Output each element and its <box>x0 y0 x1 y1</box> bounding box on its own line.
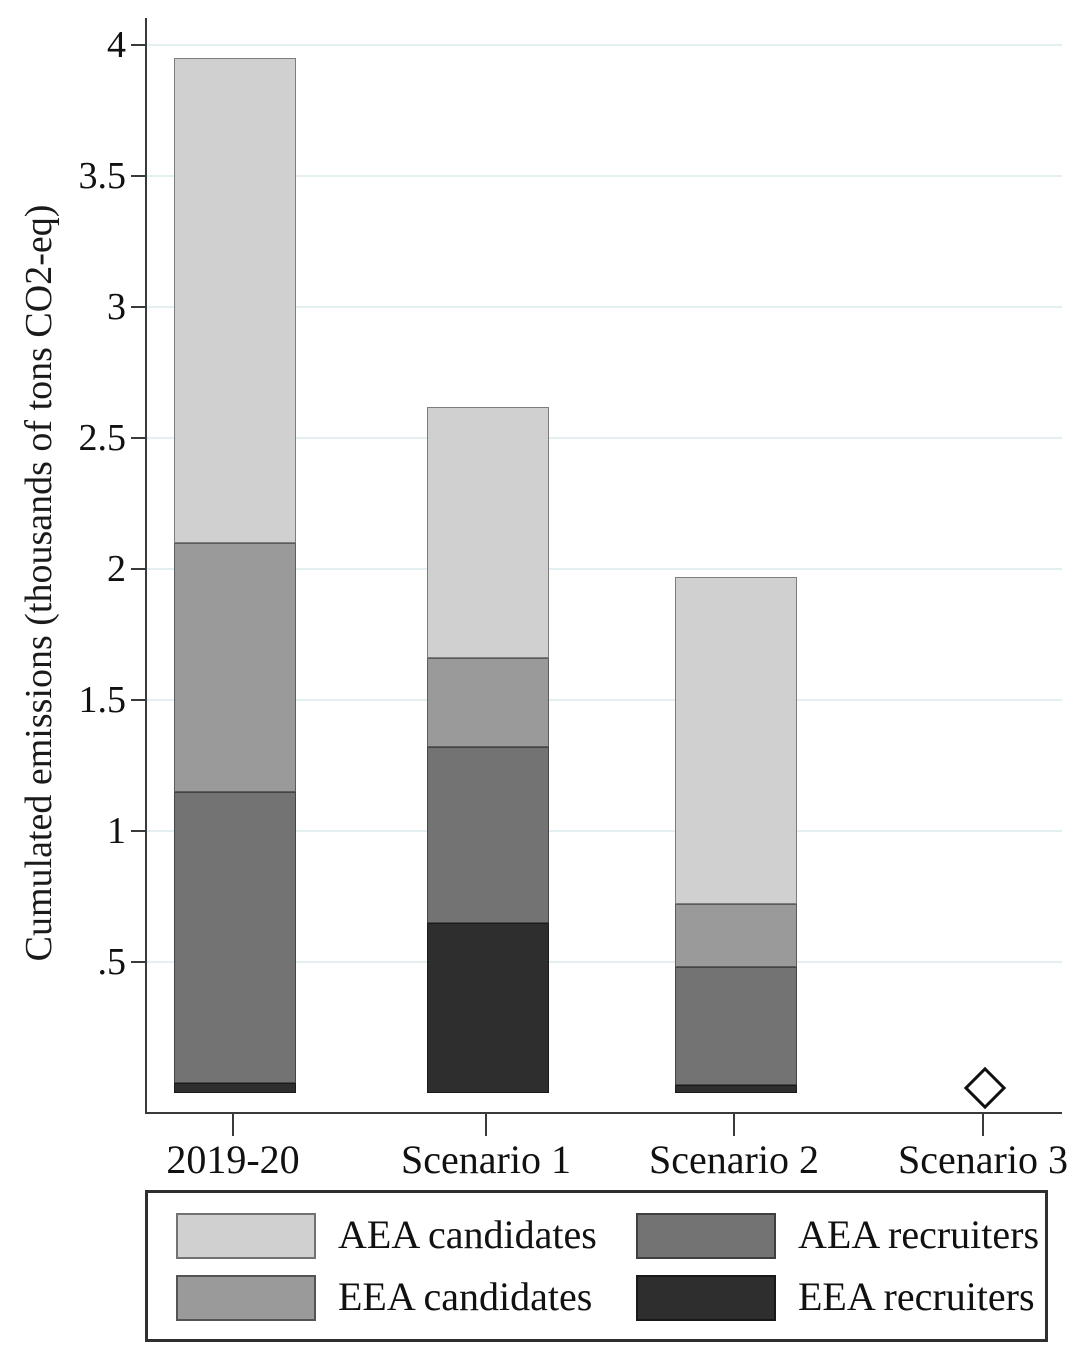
y-axis-tick <box>131 437 147 439</box>
x-category-label: Scenario 2 <box>649 1137 819 1182</box>
x-axis-tick <box>982 1114 984 1136</box>
bar-segment <box>427 406 549 659</box>
y-axis-tick <box>131 44 147 46</box>
bar-segment <box>174 58 296 543</box>
x-axis-tick <box>733 1114 735 1136</box>
legend-swatch <box>176 1275 316 1321</box>
y-tick-labels: .5 1 1.5 2 2.5 3 3.5 4 <box>0 18 130 1112</box>
legend-label: AEA candidates <box>338 1212 597 1257</box>
x-category-label: 2019-20 <box>166 1137 300 1182</box>
legend-swatch <box>636 1275 776 1321</box>
scenario3-diamond-marker <box>963 1066 1007 1109</box>
y-tick-label: 2.5 <box>78 417 127 459</box>
legend-box: AEA candidates EEA candidates AEA recruite… <box>145 1190 1048 1342</box>
bar-segment <box>427 747 549 923</box>
bar-segment <box>174 542 296 792</box>
legend-label: EEA recruiters <box>798 1274 1035 1319</box>
bar-segment <box>174 1082 296 1093</box>
y-axis-tick <box>131 568 147 570</box>
bar-segment <box>427 922 549 1093</box>
y-axis-tick <box>131 961 147 963</box>
bar-segment <box>174 791 296 1083</box>
y-tick-label: 1 <box>107 810 126 852</box>
bar-segment <box>675 1085 797 1093</box>
legend-label: EEA candidates <box>338 1274 593 1319</box>
gridline <box>147 44 1062 46</box>
y-tick-label: 2 <box>107 548 126 590</box>
bar-segment <box>675 576 797 905</box>
x-category-label: Scenario 3 <box>898 1137 1068 1182</box>
bar-segment <box>427 658 549 748</box>
legend-swatch <box>176 1213 316 1259</box>
x-category-label: Scenario 1 <box>401 1137 571 1182</box>
y-axis-tick <box>131 306 147 308</box>
x-axis-tick <box>232 1114 234 1136</box>
y-tick-label: 4 <box>107 24 126 66</box>
y-tick-label: 1.5 <box>78 679 127 721</box>
bar-segment <box>675 904 797 968</box>
y-axis-tick <box>131 830 147 832</box>
y-tick-label: 3.5 <box>78 155 127 197</box>
plot-area <box>131 18 1062 1114</box>
legend-label: AEA recruiters <box>798 1212 1040 1257</box>
bar-segment <box>675 967 797 1086</box>
y-tick-label: .5 <box>97 941 127 983</box>
x-axis-tick <box>485 1114 487 1136</box>
legend-swatch <box>636 1213 776 1259</box>
y-tick-label: 3 <box>107 286 126 328</box>
y-axis-tick <box>131 175 147 177</box>
y-axis-tick <box>131 699 147 701</box>
